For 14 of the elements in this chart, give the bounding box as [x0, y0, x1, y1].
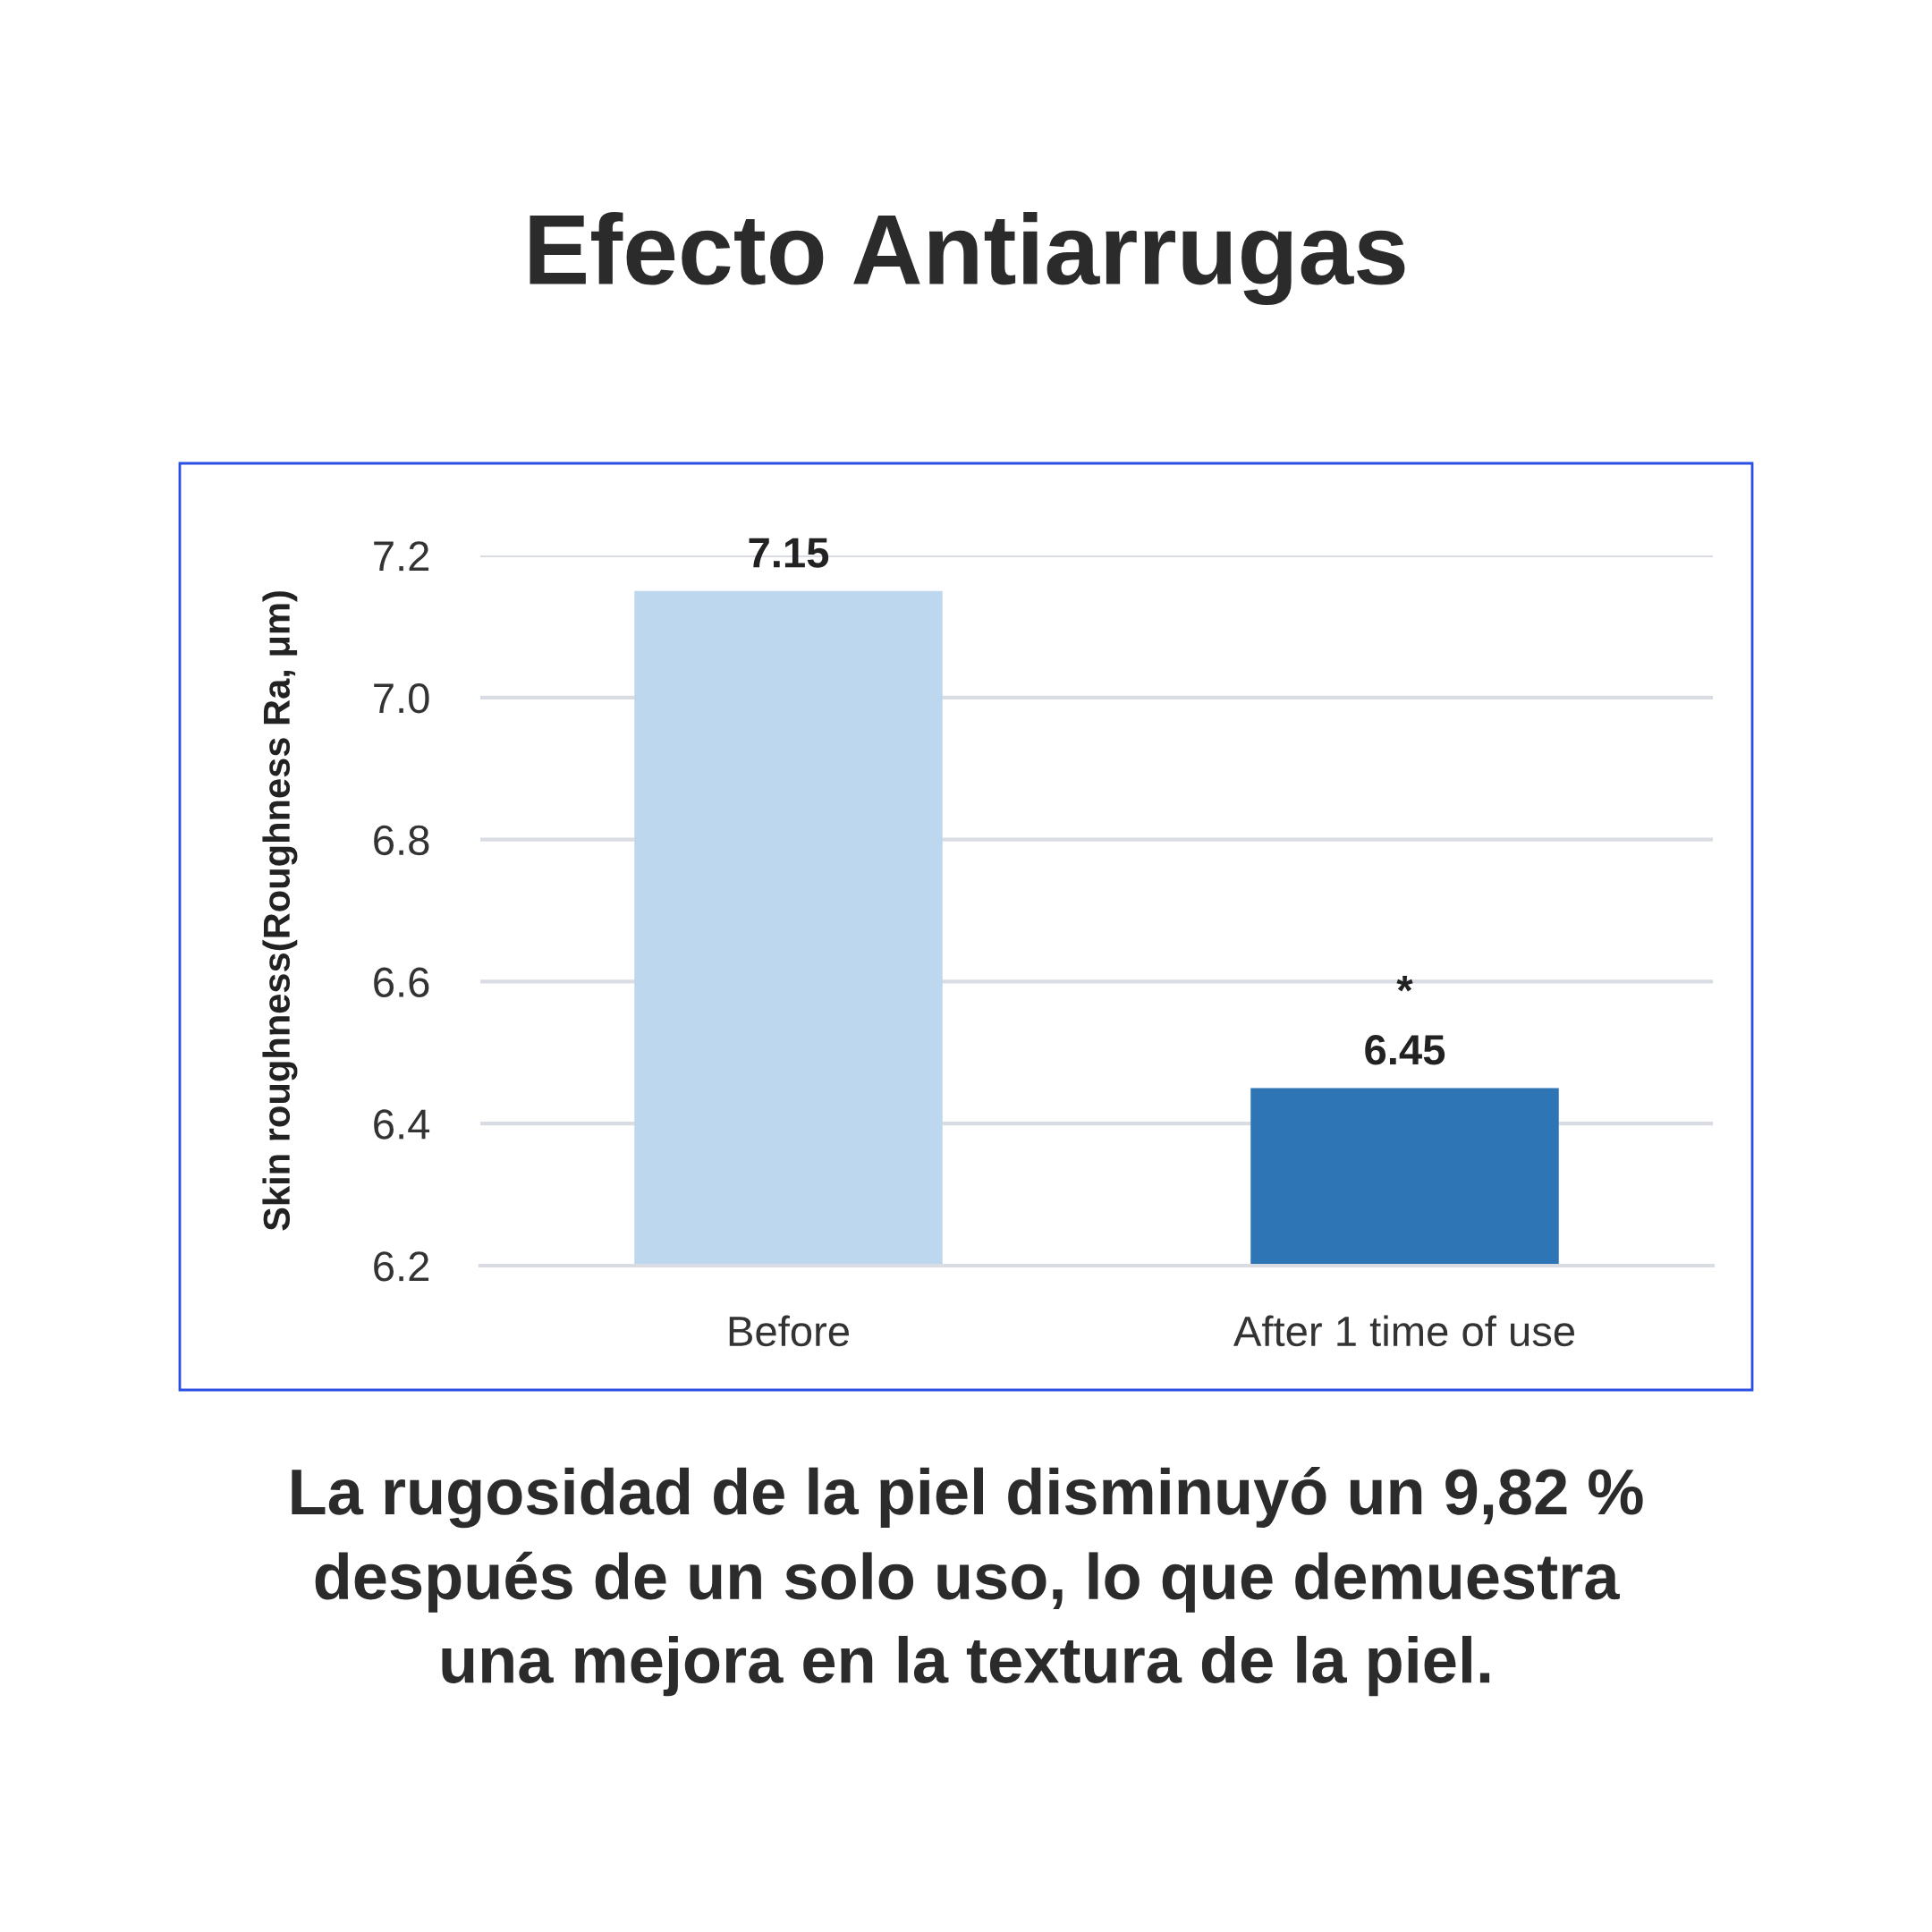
y-axis-title: Skin roughness(Roughness Ra, μm) — [262, 591, 298, 1231]
x-tick-label: After 1 time of use — [1233, 1315, 1575, 1347]
data-label: 6.45 — [1365, 1035, 1445, 1065]
text: La rugosidad de la piel disminuyó un 9,82 % después de un solo uso, lo que demuestra una mejora en la textura de la piel. — [292, 1467, 1643, 1697]
y-tick-label: 6.6 — [374, 967, 429, 997]
annotation: * — [1396, 975, 1413, 992]
y-tick-label: 7.2 — [374, 541, 429, 572]
y-tick-label: 6.4 — [374, 1109, 430, 1140]
y-tick-label: 6.2 — [374, 1251, 429, 1282]
y-tick-label: 7.0 — [374, 682, 429, 714]
y-tick-label: 6.8 — [374, 825, 429, 856]
chart-title: Efecto Antiarrugas — [530, 211, 1405, 306]
x-tick-label: Before — [729, 1315, 849, 1347]
data-label: 7.15 — [749, 538, 829, 568]
